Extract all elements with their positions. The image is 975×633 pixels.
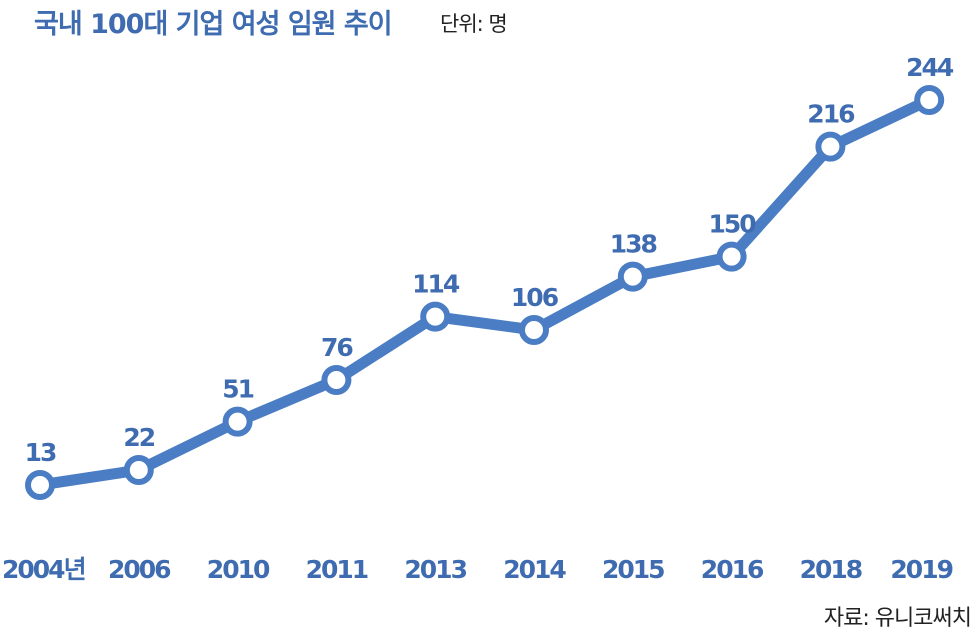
data-point bbox=[914, 85, 945, 115]
data-label: 114 bbox=[412, 270, 460, 299]
unit-label: 단위: 명 bbox=[440, 12, 508, 36]
data-point bbox=[25, 470, 55, 500]
x-tick-label: 2011 bbox=[306, 555, 368, 584]
data-label: 138 bbox=[610, 230, 657, 259]
data-label: 106 bbox=[511, 283, 559, 312]
x-tick-label: 2019 bbox=[890, 555, 952, 584]
data-label: 76 bbox=[321, 333, 353, 362]
x-tick-label: 2015 bbox=[602, 555, 664, 584]
x-tick-label: 2013 bbox=[404, 555, 466, 584]
data-label: 244 bbox=[906, 53, 954, 82]
x-tick-label: 2006 bbox=[108, 555, 171, 584]
data-point bbox=[420, 301, 451, 332]
data-label: 51 bbox=[222, 375, 253, 404]
chart-title: 국내 100대 기업 여성 임원 추이 bbox=[34, 9, 393, 40]
x-tick-label: 2018 bbox=[800, 555, 862, 584]
x-tick-label: 2004년 bbox=[2, 555, 85, 584]
data-point bbox=[815, 131, 846, 162]
data-label: 150 bbox=[709, 210, 757, 239]
data-point bbox=[716, 241, 747, 272]
x-tick-label: 2016 bbox=[701, 555, 764, 584]
data-point bbox=[321, 365, 352, 395]
x-tick-label: 2014 bbox=[503, 555, 566, 584]
series-line bbox=[34, 94, 935, 491]
data-point bbox=[222, 406, 253, 437]
data-label: 216 bbox=[807, 100, 855, 129]
source-note: 자료: 유니코써치 bbox=[823, 606, 972, 631]
data-point bbox=[617, 261, 648, 292]
data-label: 22 bbox=[123, 423, 154, 452]
data-point bbox=[519, 315, 549, 345]
x-tick-label: 2010 bbox=[207, 555, 270, 584]
data-point bbox=[123, 455, 154, 485]
data-label: 13 bbox=[25, 438, 56, 467]
line-chart: 13 22 51 76 114 106 138 150 216 244 2004년 2006 2010 2… bbox=[2, 53, 956, 584]
